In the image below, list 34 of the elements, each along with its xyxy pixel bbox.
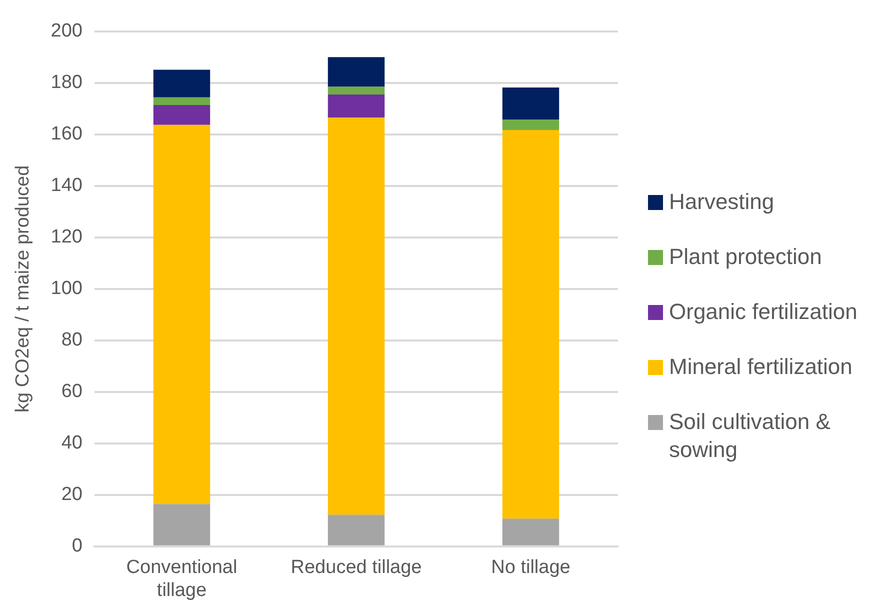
bar: [328, 86, 385, 94]
bar: [328, 94, 385, 118]
bar: [328, 57, 385, 87]
bar: [153, 97, 210, 106]
y-tick-label: 40: [61, 432, 82, 454]
bar: [502, 130, 560, 519]
y-tick-label: 180: [50, 72, 82, 94]
legend-label: Harvesting: [669, 188, 774, 216]
legend-label: Organic fertilization: [669, 298, 858, 326]
y-axis-title: kg CO2eq / t maize produced: [12, 165, 34, 412]
y-tick-label: 160: [50, 124, 82, 145]
y-tick-label: 100: [50, 278, 82, 300]
bar: [502, 119, 560, 130]
y-tick-label: 0: [72, 536, 82, 557]
x-tick-label: Conventional tillage: [126, 557, 238, 601]
legend-label: Plant protection: [669, 243, 822, 271]
x-tick-label: Reduced tillage: [290, 557, 422, 578]
bar: [328, 118, 385, 515]
bar: [328, 514, 385, 546]
y-tick-label: 120: [50, 226, 82, 248]
bar: [153, 70, 210, 98]
x-tick-label: No tillage: [491, 557, 570, 578]
legend-label: Soil cultivation & sowing: [669, 408, 832, 464]
y-tick-label: 140: [50, 175, 82, 196]
bar: [502, 88, 560, 120]
bar: [153, 124, 210, 504]
bar: [502, 518, 560, 546]
bar: [153, 504, 210, 546]
y-tick-label: 20: [61, 484, 82, 506]
y-tick-label: 80: [61, 330, 82, 351]
bar: [153, 105, 210, 125]
legend-label: Mineral fertilization: [669, 353, 852, 381]
y-tick-label: 200: [50, 20, 82, 42]
y-tick-label: 60: [61, 381, 82, 402]
